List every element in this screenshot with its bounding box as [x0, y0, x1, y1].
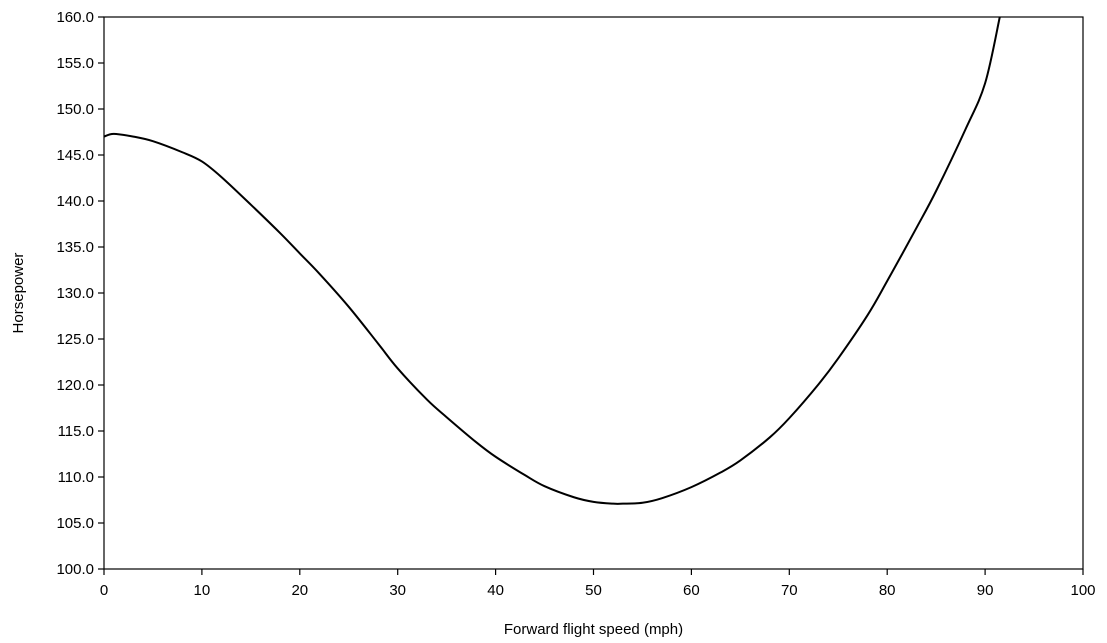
y-tick-label: 135.0 [56, 239, 94, 256]
y-tick-label: 115.0 [58, 423, 94, 440]
y-tick-label: 150.0 [56, 101, 94, 118]
x-tick-label: 90 [977, 582, 994, 599]
x-tick-label: 20 [291, 582, 308, 599]
y-tick-label: 125.0 [56, 331, 94, 348]
x-tick-label: 0 [100, 582, 108, 599]
y-tick-label: 155.0 [56, 55, 94, 72]
y-tick-label: 145.0 [56, 147, 94, 164]
x-tick-label: 60 [683, 582, 700, 599]
y-tick-label: 160.0 [56, 9, 94, 26]
x-tick-label: 30 [389, 582, 406, 599]
y-tick-label: 140.0 [56, 193, 94, 210]
x-tick-label: 100 [1070, 582, 1095, 599]
x-tick-label: 50 [585, 582, 602, 599]
horsepower-curve [103, 16, 1001, 505]
x-tick-label: 80 [879, 582, 896, 599]
y-tick-label: 130.0 [56, 285, 94, 302]
y-tick-label: 120.0 [56, 377, 94, 394]
y-tick-label: 110.0 [58, 469, 94, 486]
x-tick-label: 40 [487, 582, 504, 599]
y-tick-label: 105.0 [56, 515, 94, 532]
y-tick-label: 100.0 [56, 561, 94, 578]
y-axis-title: Horsepower [10, 253, 27, 334]
x-tick-label: 70 [781, 582, 798, 599]
x-tick-label: 10 [194, 582, 211, 599]
plot-area [103, 16, 1084, 570]
x-axis-title: Forward flight speed (mph) [504, 621, 683, 638]
